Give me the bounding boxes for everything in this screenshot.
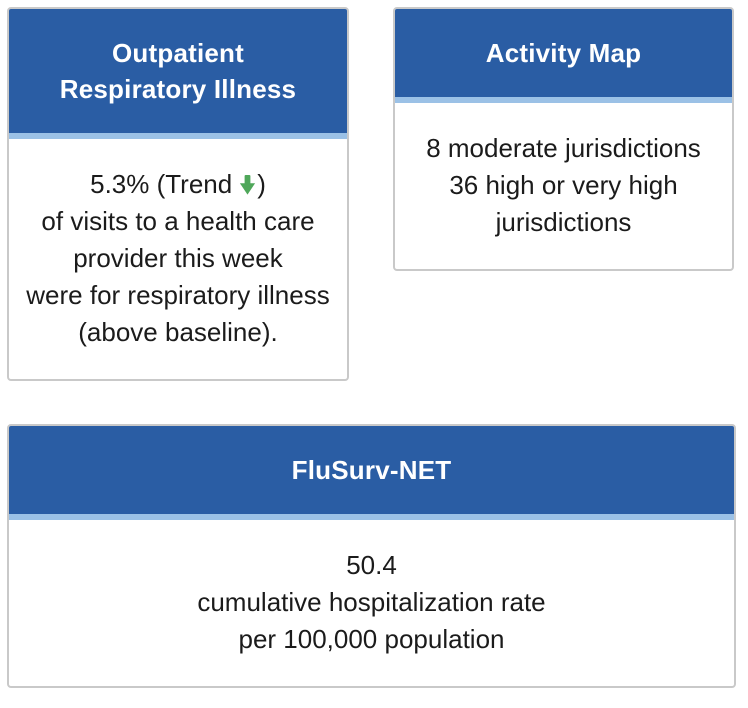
top-card-row: Outpatient Respiratory Illness 5.3% (Tre… <box>7 7 736 381</box>
header-accent-strip <box>9 133 347 139</box>
dashboard-summary: Outpatient Respiratory Illness 5.3% (Tre… <box>7 7 736 688</box>
flusurv-net-card: FluSurv-NET 50.4 cumulative hospitalizat… <box>7 424 736 688</box>
card-title-line: Outpatient <box>112 38 244 68</box>
header-accent-strip <box>9 514 734 520</box>
body-text-line: of visits to a health care <box>41 206 315 236</box>
body-text-line: jurisdictions <box>495 207 632 237</box>
trend-close-paren: ) <box>257 169 266 199</box>
trend-down-icon <box>239 175 256 195</box>
body-text-line: (above baseline). <box>78 317 278 347</box>
card-title-line: Respiratory Illness <box>59 74 297 104</box>
flusurv-card-body: 50.4 cumulative hospitalization rate per… <box>9 520 734 686</box>
body-text-line: cumulative hospitalization rate <box>197 587 546 617</box>
body-text-line: 50.4 <box>346 550 397 580</box>
activity-map-card-body: 8 moderate jurisdictions 36 high or very… <box>395 103 732 269</box>
body-text-line: were for respiratory illness <box>26 280 330 310</box>
trend-line: 5.3% (Trend ) <box>17 166 339 203</box>
outpatient-card-header: Outpatient Respiratory Illness <box>9 9 347 133</box>
activity-map-card: Activity Map 8 moderate jurisdictions 36… <box>393 7 734 271</box>
card-title-line: Activity Map <box>485 38 642 68</box>
header-accent-strip <box>395 97 732 103</box>
body-text-line: 8 moderate jurisdictions <box>426 133 701 163</box>
activity-map-card-header: Activity Map <box>395 9 732 97</box>
body-text-line: per 100,000 population <box>238 624 505 654</box>
body-text-line: provider this week <box>73 243 283 273</box>
flusurv-card-header: FluSurv-NET <box>9 426 734 514</box>
trend-value-text: 5.3% (Trend <box>90 169 233 199</box>
body-text-line: 36 high or very high <box>449 170 678 200</box>
outpatient-card-body: 5.3% (Trend ) of visits to a health care… <box>9 139 347 379</box>
card-title-line: FluSurv-NET <box>291 455 452 485</box>
outpatient-respiratory-illness-card: Outpatient Respiratory Illness 5.3% (Tre… <box>7 7 349 381</box>
